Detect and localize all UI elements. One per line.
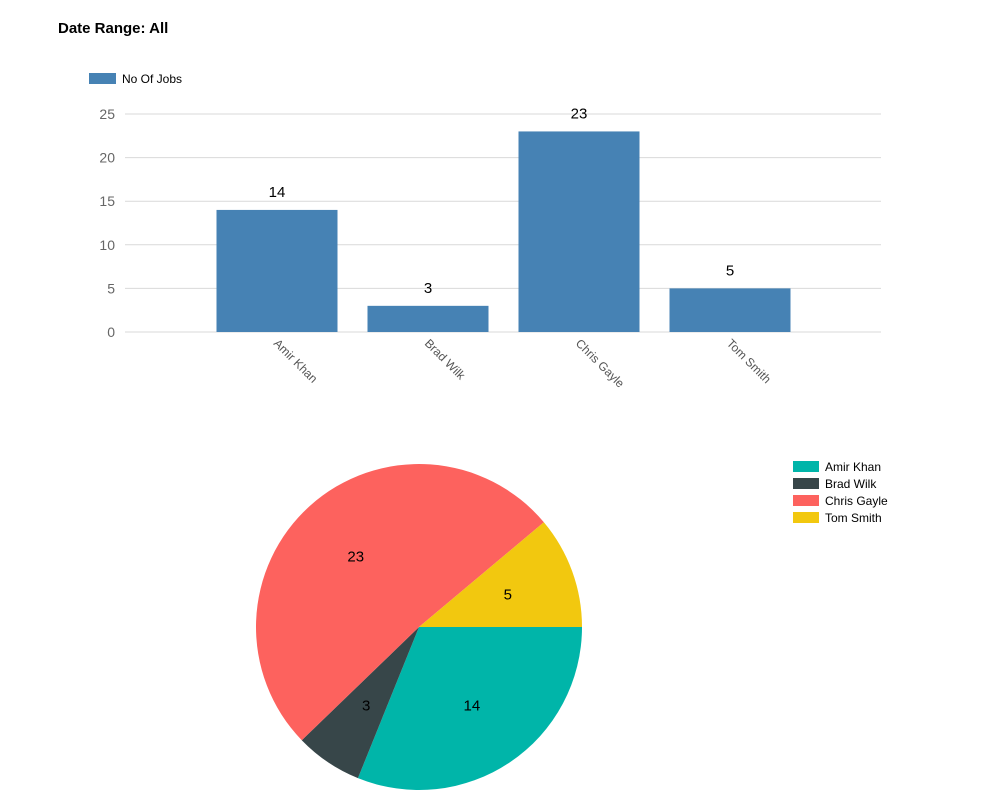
legend-label: Amir Khan	[825, 460, 881, 474]
y-tick-label: 20	[99, 150, 115, 166]
legend-swatch	[793, 495, 819, 506]
bar-chart: 0 5 10 15 20 25 No Of Jobs 14 Amir Khan 3 Brad Wil…	[89, 72, 881, 391]
legend-swatch	[89, 73, 116, 84]
bar	[367, 305, 489, 332]
x-tick-label: Brad Wilk	[422, 336, 469, 383]
date-range-title: Date Range: All	[58, 20, 169, 37]
x-tick-label: Chris Gayle	[573, 336, 627, 390]
legend-swatch	[793, 478, 819, 489]
legend-swatch	[793, 512, 819, 523]
y-tick-label: 15	[99, 193, 115, 209]
bar	[216, 209, 338, 332]
bar	[669, 288, 791, 332]
bar	[518, 131, 640, 332]
pie-value-label: 23	[347, 549, 364, 566]
x-tick-label: Tom Smith	[724, 336, 774, 386]
bar-value-label: 23	[571, 105, 588, 122]
legend-label: Chris Gayle	[825, 494, 888, 508]
pie-slice	[419, 522, 582, 627]
pie-value-label: 3	[362, 697, 370, 714]
pie-slice	[357, 627, 582, 791]
pie-slice	[301, 627, 419, 779]
y-tick-label: 10	[99, 237, 115, 253]
pie-slice	[255, 463, 544, 741]
y-tick-label: 25	[99, 106, 115, 122]
legend-swatch	[793, 461, 819, 472]
x-tick-label: Amir Khan	[271, 336, 321, 386]
legend-label: No Of Jobs	[122, 72, 182, 86]
pie-value-label: 5	[504, 587, 512, 604]
pie-value-label: 14	[464, 697, 481, 714]
y-tick-label: 0	[107, 324, 115, 340]
pie-chart: 14 3 23 5 Amir Khan Brad Wilk Chris Gayle Tom S…	[255, 460, 888, 791]
bar-value-label: 3	[424, 280, 432, 297]
legend-label: Brad Wilk	[825, 477, 877, 491]
legend-label: Tom Smith	[825, 511, 882, 525]
bar-value-label: 14	[269, 184, 286, 201]
bar-value-label: 5	[726, 262, 734, 279]
y-tick-label: 5	[107, 280, 115, 296]
